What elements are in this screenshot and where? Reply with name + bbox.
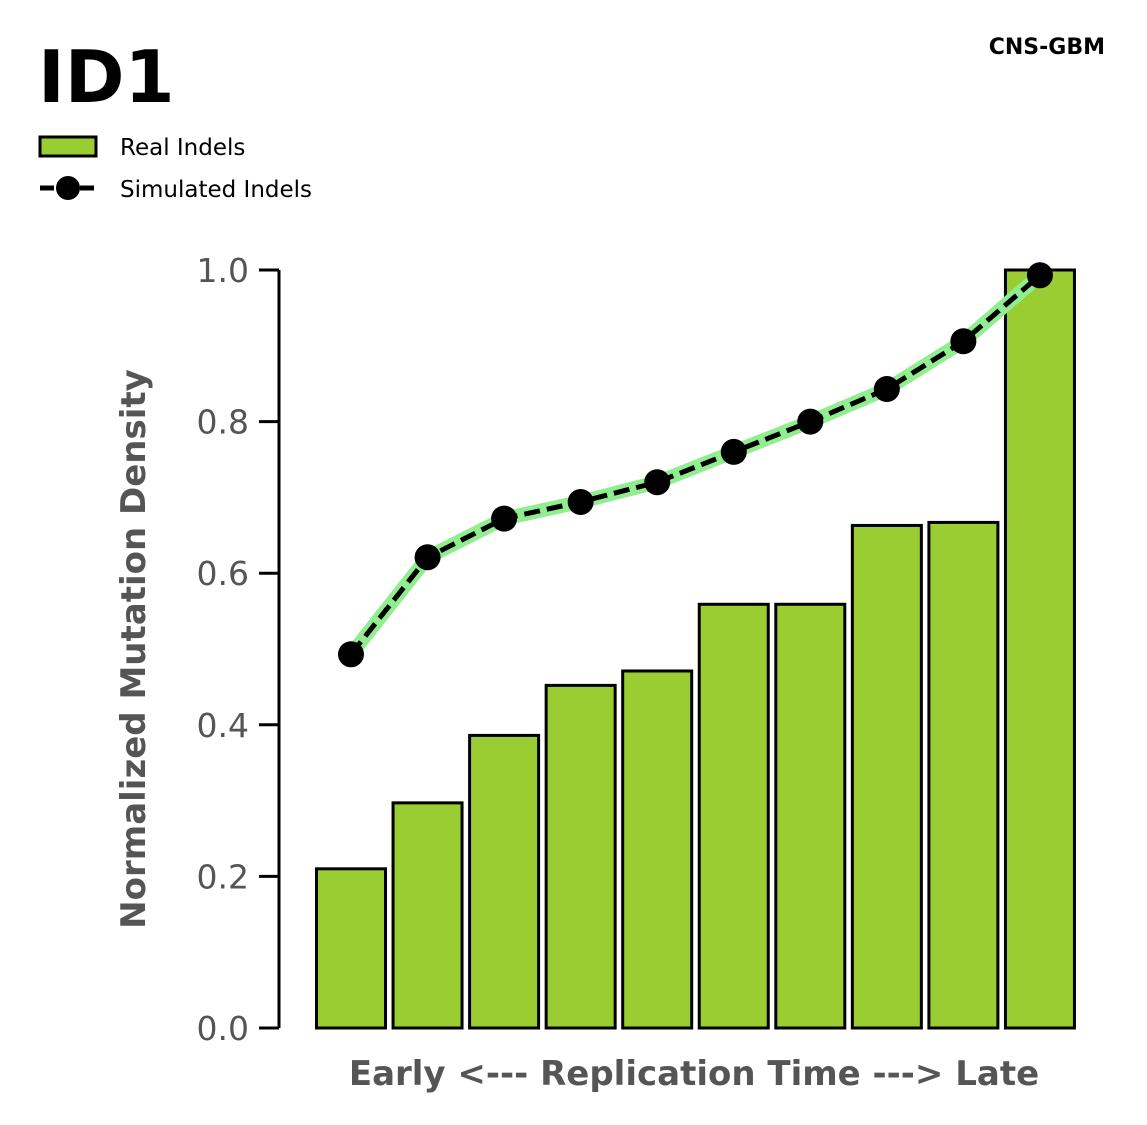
y-tick-label-2: 0.4	[197, 706, 249, 745]
simulated-point-9	[950, 328, 977, 355]
y-axis: 0.0 0.2 0.4 0.6 0.8 1.0	[197, 251, 281, 1048]
legend-label-real-indels: Real Indels	[120, 135, 245, 161]
bar-2	[391, 801, 464, 1030]
bar-7	[774, 602, 847, 1030]
bar-6	[697, 602, 770, 1030]
y-tick-label-4: 0.8	[197, 403, 249, 442]
y-tick-label-5: 1.0	[197, 251, 249, 290]
y-tick-label-3: 0.6	[197, 554, 249, 593]
simulated-point-5	[644, 469, 671, 496]
simulated-point-10	[1026, 262, 1053, 289]
simulated-point-7	[797, 408, 824, 435]
simulated-point-1	[338, 641, 364, 668]
simulated-point-8	[873, 376, 900, 403]
bars-real-indels	[315, 268, 1076, 1030]
y-tick-label-0: 0.0	[197, 1009, 249, 1048]
bar-8	[850, 523, 923, 1030]
legend: Real Indels Simulated Indels	[38, 135, 312, 203]
simulated-point-2	[414, 544, 441, 571]
simulated-point-4	[567, 488, 594, 515]
x-axis-label: Early <--- Replication Time ---> Late	[349, 1054, 1039, 1094]
legend-swatch-real-indels	[38, 135, 98, 158]
chart-subtitle: CNS-GBM	[989, 35, 1105, 60]
y-tick-label-1: 0.2	[197, 857, 249, 896]
bar-3	[468, 733, 541, 1030]
chart-title: ID1	[38, 35, 175, 119]
simulated-point-6	[720, 438, 747, 465]
bar-1	[315, 867, 387, 1030]
legend-marker-simulated-indels	[56, 176, 80, 200]
line-simulated-indels	[338, 262, 1053, 668]
legend-label-simulated-indels: Simulated Indels	[120, 177, 312, 203]
bar-5	[621, 669, 694, 1030]
bar-9	[927, 520, 1000, 1030]
bar-4	[544, 683, 617, 1030]
simulated-point-3	[491, 505, 518, 532]
simulated-line	[349, 273, 1042, 656]
bar-10	[1003, 268, 1076, 1030]
y-axis-label: Normalized Mutation Density	[114, 369, 154, 929]
